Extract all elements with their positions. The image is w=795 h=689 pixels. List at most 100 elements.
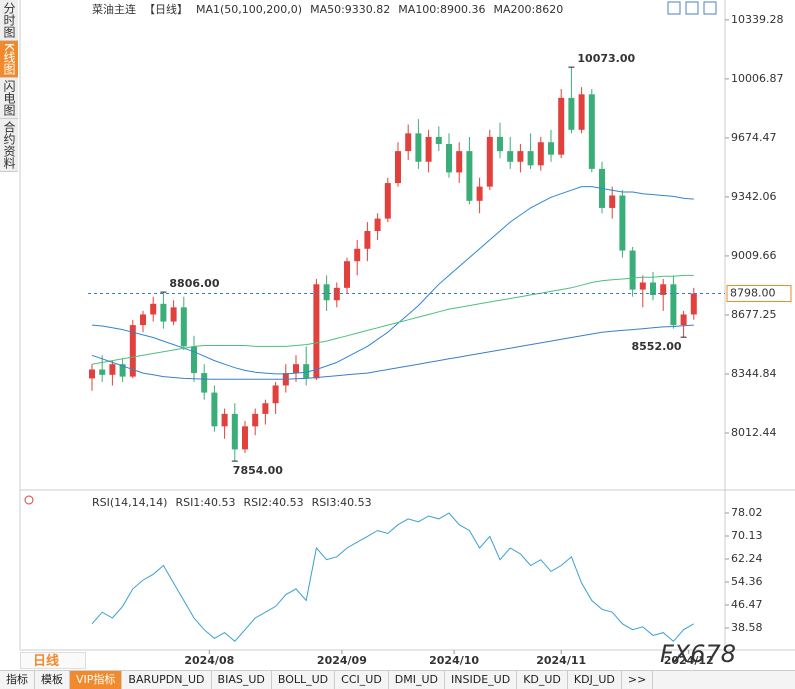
candle-body (486, 136, 493, 187)
candle-body (99, 369, 106, 375)
candle-body (660, 284, 667, 295)
annotation-label: 10073.00 (577, 52, 635, 65)
candle-body (303, 364, 310, 379)
candle-body (191, 346, 197, 374)
y-tick-label: 8012.44 (731, 426, 777, 439)
candle-body (180, 307, 187, 347)
header-text: 菜油主连 (92, 2, 136, 16)
candle-body (293, 364, 299, 374)
toolbar-item[interactable]: KDJ_UD (568, 671, 622, 689)
candle-body (415, 133, 422, 162)
rsi-line (91, 512, 695, 643)
candle-body (384, 183, 391, 219)
toolbar-item[interactable]: 指标 (0, 671, 35, 689)
tool-icon (667, 1, 681, 15)
toolbar-item[interactable]: DMI_UD (389, 671, 446, 689)
candle-body (252, 413, 259, 427)
x-tick-label: 2024/11 (536, 654, 586, 667)
y-tick-label: 9674.47 (731, 131, 777, 144)
candle-body (333, 287, 340, 301)
candle-body (374, 218, 381, 232)
candle-body (395, 151, 401, 184)
candle-body (242, 426, 248, 450)
price-tag-label: 8798.00 (730, 287, 776, 300)
x-tick-label: 2024/12 (664, 654, 714, 667)
header-text: MA1(50,100,200,0) (196, 3, 302, 16)
candle-body (527, 151, 534, 166)
candle-body (629, 250, 636, 290)
toolbar-item[interactable]: BIAS_UD (212, 671, 272, 689)
ma-line (91, 274, 694, 365)
toolbar: 指标 模板 VIP指标 BARUPDN_UD BIAS_UD BOLL_UD CCI_UD D… (0, 670, 795, 689)
side-tab[interactable]: 合约资料 (0, 119, 18, 172)
y-tick-label: 8677.25 (731, 308, 777, 321)
side-tab[interactable]: K线图 (0, 41, 18, 78)
ma-line (91, 186, 694, 375)
header-text: 【日线】 (144, 2, 188, 16)
candle-body (89, 369, 95, 379)
candle-body (160, 303, 167, 322)
candle-body (344, 261, 350, 288)
candle-body (119, 364, 126, 377)
tool-icon (703, 1, 717, 15)
legend-text: RSI3:40.53 (312, 496, 372, 509)
y-tick-label: 54.36 (731, 575, 763, 588)
candle-body (435, 136, 442, 145)
candle-body (517, 151, 524, 162)
y-tick-label: 9342.06 (731, 190, 777, 203)
tool-icon (685, 1, 699, 15)
candle-body (150, 303, 157, 315)
legend-text: RSI(14,14,14) (92, 496, 167, 509)
toolbar-item[interactable]: BOLL_UD (272, 671, 336, 689)
candle-body (221, 413, 228, 427)
annotation-label: 8552.00 (631, 340, 681, 353)
rsi-icon (24, 495, 34, 505)
toolbar-item[interactable]: KD_UD (517, 671, 568, 689)
candle-body (619, 195, 626, 251)
candle-body (262, 403, 269, 414)
price-tag-box (726, 285, 792, 303)
candle-body (507, 151, 514, 162)
candle-body (405, 133, 412, 152)
side-tab[interactable]: 分时图 (0, 0, 18, 41)
header-text: MA200:8620 (494, 3, 564, 16)
candle-body (211, 392, 218, 427)
y-tick-label: 10339.28 (731, 13, 784, 26)
candle-body (446, 144, 452, 173)
y-tick-label: 70.13 (731, 529, 763, 542)
toolbar-item[interactable]: 模板 (35, 671, 70, 689)
toolbar-item[interactable]: INSIDE_UD (445, 671, 518, 689)
toolbar-item[interactable]: BARUPDN_UD (122, 671, 212, 689)
period-button[interactable]: 日线 (20, 652, 86, 669)
toolbar-item[interactable]: CCI_UD (335, 671, 389, 689)
candle-body (476, 186, 483, 201)
x-tick-label: 2024/08 (184, 654, 234, 667)
candle-body (323, 284, 330, 301)
y-tick-label: 8344.84 (731, 367, 777, 380)
candle-body (313, 284, 320, 379)
candle-body (497, 136, 503, 152)
toolbar-item[interactable]: >> (622, 671, 654, 689)
candle-body (588, 94, 595, 169)
toolbar-item[interactable]: VIP指标 (70, 671, 123, 689)
annotation-label: 8806.00 (169, 277, 219, 290)
candle-body (364, 231, 371, 249)
candle-body (568, 97, 575, 130)
candle-body (354, 248, 361, 262)
candle-body (680, 314, 687, 326)
candle-body (578, 94, 585, 130)
candle-body (272, 385, 279, 404)
header-text: MA100:8900.36 (398, 3, 485, 16)
candle-body (537, 142, 544, 166)
candle-body (639, 282, 646, 290)
legend-text: RSI2:40.53 (244, 496, 304, 509)
y-tick-label: 10006.87 (731, 72, 784, 85)
candle-body (140, 314, 146, 326)
candle-body (201, 373, 208, 393)
candle-body (558, 97, 565, 155)
candle-body (425, 136, 432, 162)
candle-body (170, 307, 177, 322)
side-tab[interactable]: 闪电图 (0, 78, 18, 119)
ma-line (91, 324, 694, 380)
